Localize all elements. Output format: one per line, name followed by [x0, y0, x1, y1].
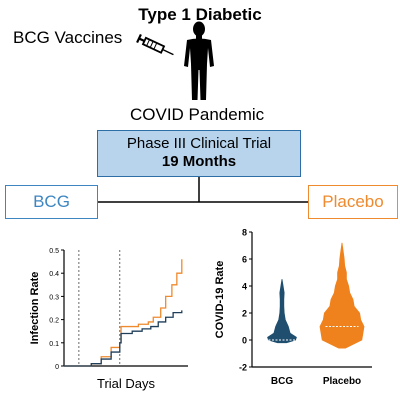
line-chart-y-tick-label: 0.4 — [49, 271, 59, 278]
population-title: Type 1 Diabetic — [138, 5, 262, 24]
violin-chart-y-label: COVID-19 Rate — [214, 261, 226, 339]
violin-chart-y-tick-label: 0 — [242, 336, 247, 346]
violin-bcg — [267, 279, 297, 344]
person-icon — [184, 21, 214, 100]
trial-arm-connector — [98, 177, 308, 203]
bcg-arm-box: BCG — [5, 185, 98, 219]
clinical-trial-box: Phase III Clinical Trial 19 Months — [97, 130, 301, 177]
line-chart-x-label: Trial Days — [97, 376, 156, 391]
line-chart-y-tick-label: 0 — [55, 364, 59, 371]
syringe-icon — [136, 33, 174, 56]
results-charts: 0 0.1 0.2 0.3 0.4 0.5 Trial Days Infection Rate… — [29, 228, 372, 391]
line-chart-y-tick-label: 0.5 — [49, 248, 59, 255]
violin-chart-y-tick-label: 2 — [242, 309, 247, 319]
violin-chart-y-tick-label: -2 — [239, 363, 247, 373]
violin-category-label: BCG — [271, 376, 293, 387]
violin-chart-y-tick-label: 6 — [242, 255, 247, 265]
line-chart-y-label: Infection Rate — [29, 272, 41, 345]
violin-chart-y-tick-label: 8 — [242, 228, 247, 238]
line-chart-y-tick-label: 0.3 — [49, 294, 59, 301]
line-series-1 — [64, 310, 183, 367]
line-series-0 — [64, 259, 183, 367]
bcg-vaccines-label: BCG Vaccines — [13, 28, 123, 47]
violin-placebo — [319, 242, 365, 349]
covid-pandemic-label: COVID Pandemic — [130, 105, 265, 124]
trial-phase-label: Phase III Clinical Trial — [126, 135, 272, 152]
placebo-arm-box: Placebo — [308, 185, 398, 219]
violin-category-label: Placebo — [323, 376, 361, 387]
violin-chart-y-tick-label: 4 — [242, 282, 247, 292]
trial-duration-label: 19 Months — [161, 153, 237, 170]
line-chart-y-tick-label: 0.1 — [49, 341, 59, 348]
line-chart-y-tick-label: 0.2 — [49, 318, 59, 325]
